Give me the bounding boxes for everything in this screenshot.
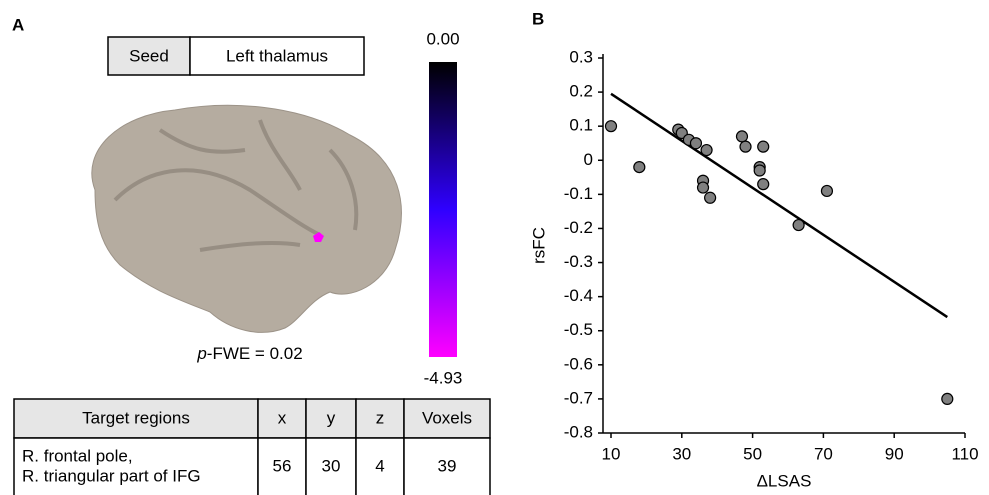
y-tick-label: -0.6 bbox=[564, 354, 593, 373]
point bbox=[821, 185, 832, 196]
table-header: z bbox=[376, 408, 385, 427]
x-tick-label: 70 bbox=[814, 444, 833, 463]
colorbar bbox=[429, 62, 457, 357]
point bbox=[690, 138, 701, 149]
panel-label: A bbox=[12, 15, 24, 34]
y-tick-label: 0 bbox=[584, 150, 593, 169]
y-tick-label: -0.1 bbox=[564, 184, 593, 203]
point bbox=[942, 393, 953, 404]
table-header: Target regions bbox=[82, 408, 190, 427]
table-header: y bbox=[327, 408, 336, 427]
colorbar-label: -4.93 bbox=[424, 368, 463, 387]
table-cell-text: 39 bbox=[438, 456, 457, 475]
point bbox=[740, 141, 751, 152]
point bbox=[754, 165, 765, 176]
fit-line bbox=[611, 94, 947, 317]
y-tick-label: 0.3 bbox=[569, 47, 593, 66]
figure: A Seed Left thalamus p-FWE = 0.02 0.00 -4… bbox=[0, 0, 989, 495]
p-fwe-rest: -FWE = 0.02 bbox=[207, 344, 303, 363]
table-header: Voxels bbox=[422, 408, 472, 427]
table-cell-text: 4 bbox=[375, 456, 384, 475]
point bbox=[701, 145, 712, 156]
p-fwe-p: p bbox=[196, 344, 206, 363]
y-tick-label: -0.7 bbox=[564, 388, 593, 407]
y-tick-label: -0.3 bbox=[564, 252, 593, 271]
x-tick-label: 90 bbox=[885, 444, 904, 463]
seed-value: Left thalamus bbox=[226, 46, 328, 65]
point bbox=[705, 192, 716, 203]
point bbox=[758, 141, 769, 152]
panel-label: B bbox=[532, 9, 544, 28]
table-cell-text: 56 bbox=[273, 456, 292, 475]
x-tick-label: 50 bbox=[743, 444, 762, 463]
y-tick-label: 0.1 bbox=[569, 116, 593, 135]
table-cell-text: 30 bbox=[322, 456, 341, 475]
y-tick-label: 0.2 bbox=[569, 82, 593, 101]
p-fwe: p-FWE = 0.02 bbox=[196, 344, 302, 363]
x-tick-label: 30 bbox=[672, 444, 691, 463]
y-axis-label: rsFC bbox=[529, 227, 548, 264]
point bbox=[634, 162, 645, 173]
y-tick-label: -0.8 bbox=[564, 422, 593, 441]
x-tick-label: 110 bbox=[951, 444, 978, 463]
x-tick-label: 10 bbox=[602, 444, 621, 463]
point bbox=[698, 182, 709, 193]
table-header: x bbox=[278, 408, 287, 427]
y-tick-label: -0.5 bbox=[564, 320, 593, 339]
y-tick-label: -0.4 bbox=[564, 286, 593, 305]
table-cell-text: R. frontal pole, bbox=[22, 446, 133, 465]
x-axis-label: ΔLSAS bbox=[757, 471, 812, 490]
y-tick-label: -0.2 bbox=[564, 218, 593, 237]
point bbox=[758, 179, 769, 190]
point bbox=[606, 121, 617, 132]
point bbox=[736, 131, 747, 142]
seed-header: Seed bbox=[129, 46, 169, 65]
table-cell-text: R. triangular part of IFG bbox=[22, 466, 201, 485]
point bbox=[793, 220, 804, 231]
colorbar-label: 0.00 bbox=[426, 29, 459, 48]
